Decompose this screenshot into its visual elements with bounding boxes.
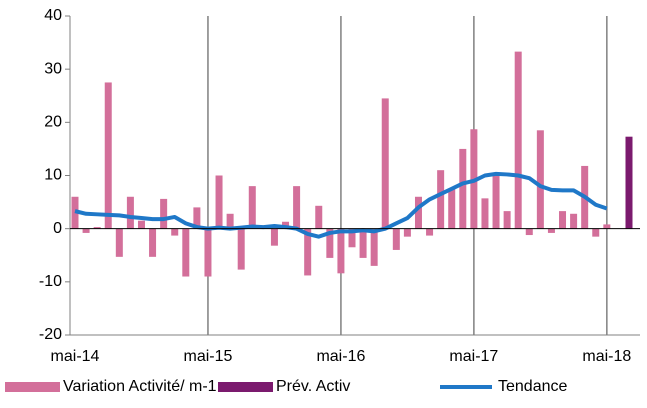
x-tick-label: mai-14 [51,348,100,365]
bar [193,207,201,229]
bar [392,228,400,250]
bar [137,220,145,229]
bar [525,228,533,236]
bar [426,228,434,236]
bar [326,228,334,258]
bar [337,228,345,274]
bar [237,228,245,270]
bar [160,198,168,229]
bar [381,98,389,229]
bar [514,51,522,229]
y-tick-label: 40 [44,7,62,24]
bar [547,228,555,233]
bar [149,228,157,257]
bar [503,211,511,229]
bar [492,175,500,229]
bar [204,228,212,277]
bar [459,148,467,229]
bar [82,228,90,233]
trend-line [74,171,608,239]
bar [559,211,567,229]
bar [403,228,411,237]
bar [603,224,611,229]
bar [93,227,101,229]
bar [437,170,445,229]
bar [359,228,367,258]
legend-swatch [5,382,60,392]
bar [226,213,234,229]
bar [592,228,600,237]
y-tick-label: 30 [44,60,62,77]
bar [315,205,323,229]
bar [126,196,134,229]
y-tick-label: 10 [44,167,62,184]
bar [171,228,179,236]
bar [215,175,223,229]
y-tick-label: 0 [53,220,62,237]
bar [182,228,190,277]
legend-label: Tendance [498,378,567,395]
legend-swatch [218,382,273,392]
bar [304,228,312,276]
y-tick-label: -10 [39,273,62,290]
bar [448,188,456,229]
bar [293,186,301,229]
bar [570,213,578,229]
bar [348,228,356,248]
x-tick-label: mai-16 [316,348,365,365]
bar [270,228,278,246]
legend-label: Variation Activité/ m-1 [63,378,217,395]
bar [625,136,633,229]
y-tick-label: 20 [44,114,62,131]
bar [115,228,123,257]
bar [414,196,422,229]
bar [370,228,378,266]
x-tick-label: mai-17 [449,348,498,365]
bar [481,198,489,229]
x-tick-label: mai-15 [184,348,233,365]
bar [248,186,256,229]
bar [104,82,112,229]
bar [536,130,544,229]
legend-label: Prév. Activ [276,378,350,395]
x-tick-label: mai-18 [582,348,631,365]
y-tick-label: -20 [39,326,62,343]
